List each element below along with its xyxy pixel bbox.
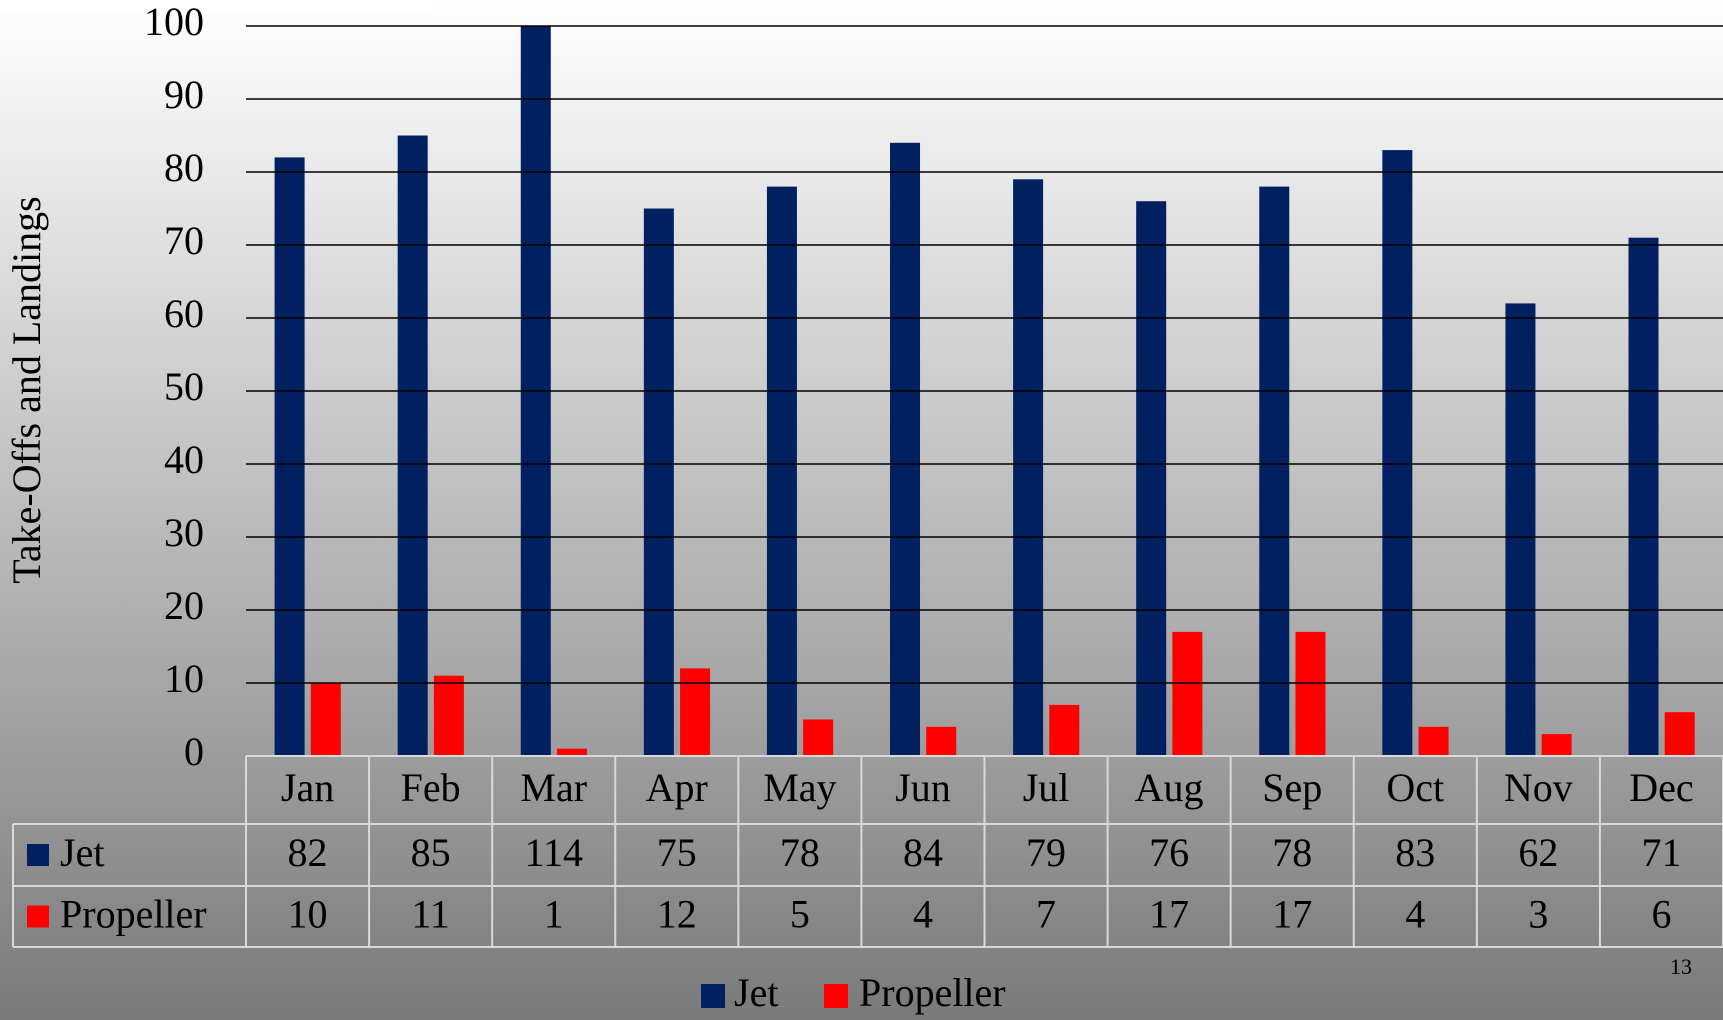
table-value: 83 (1395, 830, 1435, 875)
y-tick-label: 0 (184, 729, 204, 774)
bar (433, 675, 464, 756)
logo-fragment (0, 0, 434, 12)
bar (1295, 631, 1326, 756)
table-value: 6 (1651, 892, 1671, 937)
table-value: 71 (1641, 830, 1681, 875)
x-tick-label: Jan (281, 765, 334, 810)
table-value: 4 (913, 892, 933, 937)
x-tick-label: Feb (401, 765, 461, 810)
x-tick-label: Oct (1386, 765, 1444, 810)
bar (556, 748, 587, 756)
table-value: 1 (544, 892, 564, 937)
legend-label: Jet (734, 970, 778, 1015)
y-tick-label: 50 (164, 364, 204, 409)
table-value: 114 (524, 830, 583, 875)
bar (1628, 237, 1659, 756)
table-value: 7 (1036, 892, 1056, 937)
bar (1049, 704, 1080, 756)
bar (1172, 631, 1203, 756)
table-value: 11 (411, 892, 450, 937)
table-value: 82 (288, 830, 328, 875)
table-legend-key (27, 905, 49, 928)
table-value: 5 (790, 892, 810, 937)
bar (1013, 179, 1044, 756)
bar (643, 208, 674, 756)
x-tick-label: Jul (1023, 765, 1070, 810)
table-value: 17 (1149, 892, 1189, 937)
bar (1418, 726, 1449, 756)
bar (1505, 303, 1536, 756)
x-tick-label: Mar (520, 765, 587, 810)
y-tick-label: 20 (164, 583, 204, 628)
bar (1382, 150, 1413, 756)
bar (1136, 201, 1167, 756)
table-value: 76 (1149, 830, 1189, 875)
table-value: 17 (1272, 892, 1312, 937)
table-value: 79 (1026, 830, 1066, 875)
bar (274, 157, 305, 756)
y-tick-label: 40 (164, 437, 204, 482)
y-tick-label: 90 (164, 72, 204, 117)
table-value: 84 (903, 830, 943, 875)
y-tick-label: 10 (164, 656, 204, 701)
x-tick-label: May (763, 765, 836, 810)
table-value: 75 (657, 830, 697, 875)
page-number: 13 (1670, 954, 1692, 979)
table-value: 3 (1528, 892, 1548, 937)
x-tick-label: Dec (1629, 765, 1693, 810)
table-row-label: Jet (60, 830, 104, 875)
y-tick-label: 60 (164, 291, 204, 336)
bar (890, 142, 921, 756)
bar (1541, 734, 1572, 756)
table-row-label: Propeller (60, 892, 207, 937)
table-value: 78 (1272, 830, 1312, 875)
y-tick-label: 70 (164, 218, 204, 263)
table-value: 62 (1518, 830, 1558, 875)
bar (310, 683, 341, 756)
table-value: 78 (780, 830, 820, 875)
table-value: 10 (288, 892, 328, 937)
bar (766, 186, 797, 756)
bar (397, 135, 428, 756)
bar (1259, 186, 1290, 756)
x-tick-label: Jun (895, 765, 951, 810)
x-tick-label: Apr (646, 765, 708, 810)
table-value: 4 (1405, 892, 1425, 937)
x-tick-label: Sep (1262, 765, 1322, 810)
legend-key (824, 984, 848, 1008)
bar (803, 719, 834, 756)
bar (1664, 712, 1695, 756)
bar (520, 26, 551, 756)
legend-key (701, 984, 725, 1008)
y-tick-label: 30 (164, 510, 204, 555)
y-axis-label: Take-Offs and Landings (4, 196, 49, 583)
table-legend-key (27, 844, 49, 866)
x-tick-label: Nov (1504, 765, 1573, 810)
bar (926, 726, 957, 756)
legend-label: Propeller (859, 970, 1006, 1015)
bar (680, 668, 711, 756)
table-value: 12 (657, 892, 697, 937)
y-tick-label: 100 (144, 0, 204, 44)
table-value: 85 (411, 830, 451, 875)
x-tick-label: Aug (1135, 765, 1204, 810)
y-tick-label: 80 (164, 145, 204, 190)
